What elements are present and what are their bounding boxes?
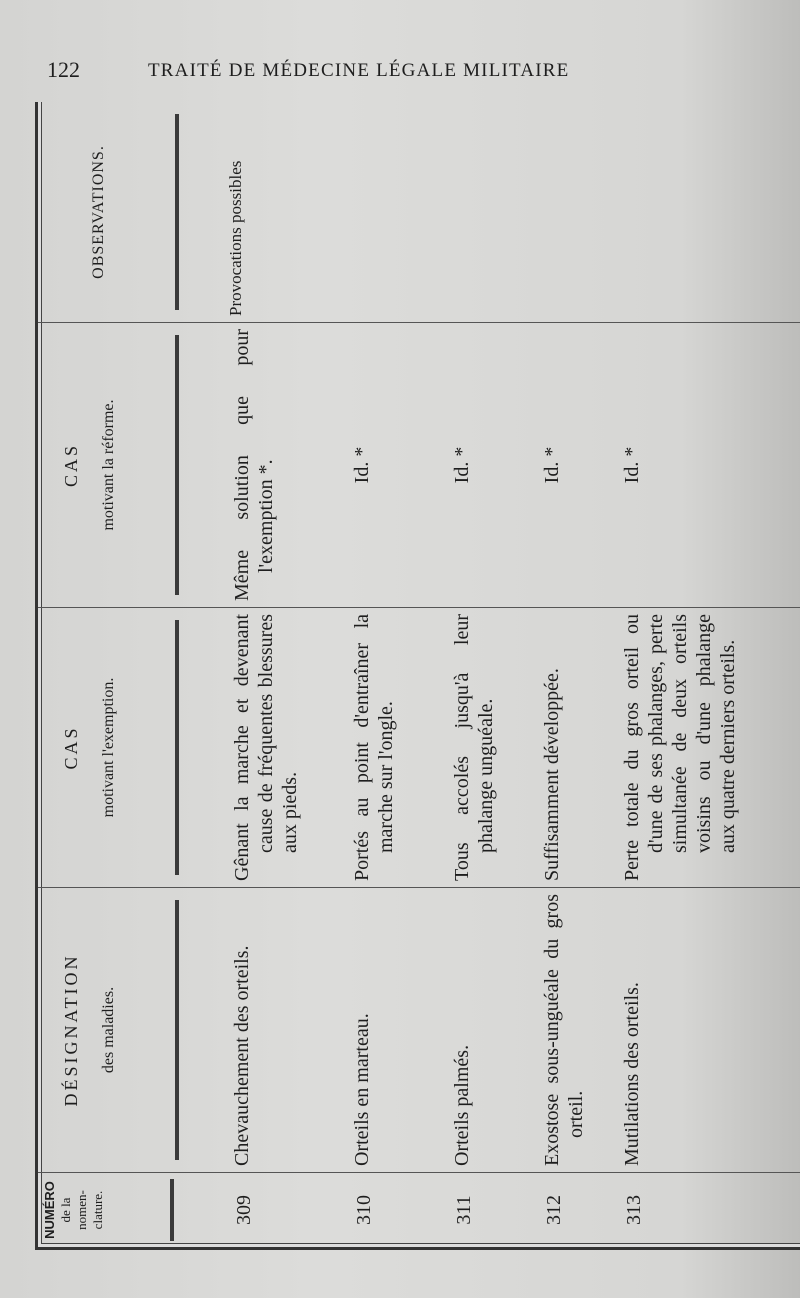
header-numero-l3: nomen- xyxy=(74,1190,89,1230)
header-sub: des maladies. xyxy=(100,986,117,1074)
running-head: TRAITÉ DE MÉDECINE LÉGALE MILITAIRE xyxy=(148,60,570,81)
header-rule xyxy=(175,900,179,1160)
header-reforme: CAS motivant la réforme. xyxy=(38,322,218,607)
row-309-num: 309 xyxy=(218,1172,338,1247)
header-rule xyxy=(175,114,179,310)
row-312-exemption: Suffisamment développée. xyxy=(528,607,608,887)
row-311-num: 311 xyxy=(438,1172,528,1247)
page-number: 122 xyxy=(47,57,80,82)
row-311-reforme: Id. * xyxy=(438,322,528,607)
row-309-exemption: Gênant la marche et devenant cause de fr… xyxy=(218,607,338,887)
row-311-exemption: Tous accolés jusqu'à leur phalange ungué… xyxy=(438,607,528,887)
header-numero-l4: clature. xyxy=(90,1190,105,1230)
row-313-num: 313 xyxy=(608,1172,800,1247)
cell-text: Portés au point d'entraîner la marche su… xyxy=(351,614,397,881)
header-rule xyxy=(170,1179,174,1241)
row-313-exemption: Perte totale du gros orteil ou d'une de … xyxy=(608,607,800,887)
row-313-designation: Mutilations des orteils. xyxy=(608,887,800,1172)
cell-text: Même solution que pour l'exemption *. xyxy=(231,329,277,601)
row-310-reforme: Id. * xyxy=(338,322,438,607)
header-designation: DÉSIGNATION des maladies. xyxy=(38,887,218,1172)
cell-text: Suffisamment développée. xyxy=(541,668,563,881)
row-310-designation: Orteils en marteau. xyxy=(338,887,438,1172)
row-310-observations xyxy=(338,102,438,322)
rotated-table: NUMÉRO de la nomen- clature. DÉSIGNATION… xyxy=(35,102,800,1250)
cell-text: Gênant la marche et devenant cause de fr… xyxy=(231,614,301,881)
cell-text: Perte totale du gros orteil ou d'une de … xyxy=(621,614,739,881)
header-numero-l2: de la xyxy=(58,1197,73,1223)
header-sub: motivant l'exemption. xyxy=(100,677,117,818)
header-title: CAS xyxy=(61,443,81,488)
row-309-observations: Provocations possibles xyxy=(226,160,245,316)
header-title: CAS xyxy=(61,725,81,770)
header-title: DÉSIGNATION xyxy=(61,953,81,1107)
cell-text: Chevauchement des orteils. xyxy=(231,945,253,1167)
row-309-reforme: Même solution que pour l'exemption *. xyxy=(218,322,338,607)
row-311-observations xyxy=(438,102,528,322)
row-310-exemption: Portés au point d'entraîner la marche su… xyxy=(338,607,438,887)
row-309-designation: Chevauchement des orteils. xyxy=(218,887,338,1172)
row-313-observations xyxy=(608,102,800,322)
row-312-designation: Exostose sous-unguéale du gros orteil. xyxy=(528,887,608,1172)
header-rule xyxy=(175,620,179,875)
header-exemption: CAS motivant l'exemption. xyxy=(38,607,218,887)
row-313-reforme: Id. * xyxy=(608,322,800,607)
header-title: OBSERVATIONS. xyxy=(90,145,107,279)
header-rule xyxy=(175,335,179,595)
cell-text: Orteils en marteau. xyxy=(351,1013,373,1166)
cell-text: Orteils palmés. xyxy=(451,1044,473,1166)
row-311-designation: Orteils palmés. xyxy=(438,887,528,1172)
row-312-observations xyxy=(528,102,608,322)
cell-text: Tous accolés jusqu'à leur phalange ungué… xyxy=(451,614,497,881)
header-numero-l1: NUMÉRO xyxy=(42,1181,57,1239)
row-312-reforme: Id. * xyxy=(528,322,608,607)
header-numero: NUMÉRO de la nomen- clature. xyxy=(38,1172,218,1247)
row-310-num: 310 xyxy=(338,1172,438,1247)
header-sub: motivant la réforme. xyxy=(100,399,117,531)
cell-text: Mutilations des orteils. xyxy=(621,982,643,1166)
cell-text: Exostose sous-unguéale du gros orteil. xyxy=(541,894,587,1166)
header-observations: OBSERVATIONS. xyxy=(38,102,218,322)
row-312-num: 312 xyxy=(528,1172,608,1247)
